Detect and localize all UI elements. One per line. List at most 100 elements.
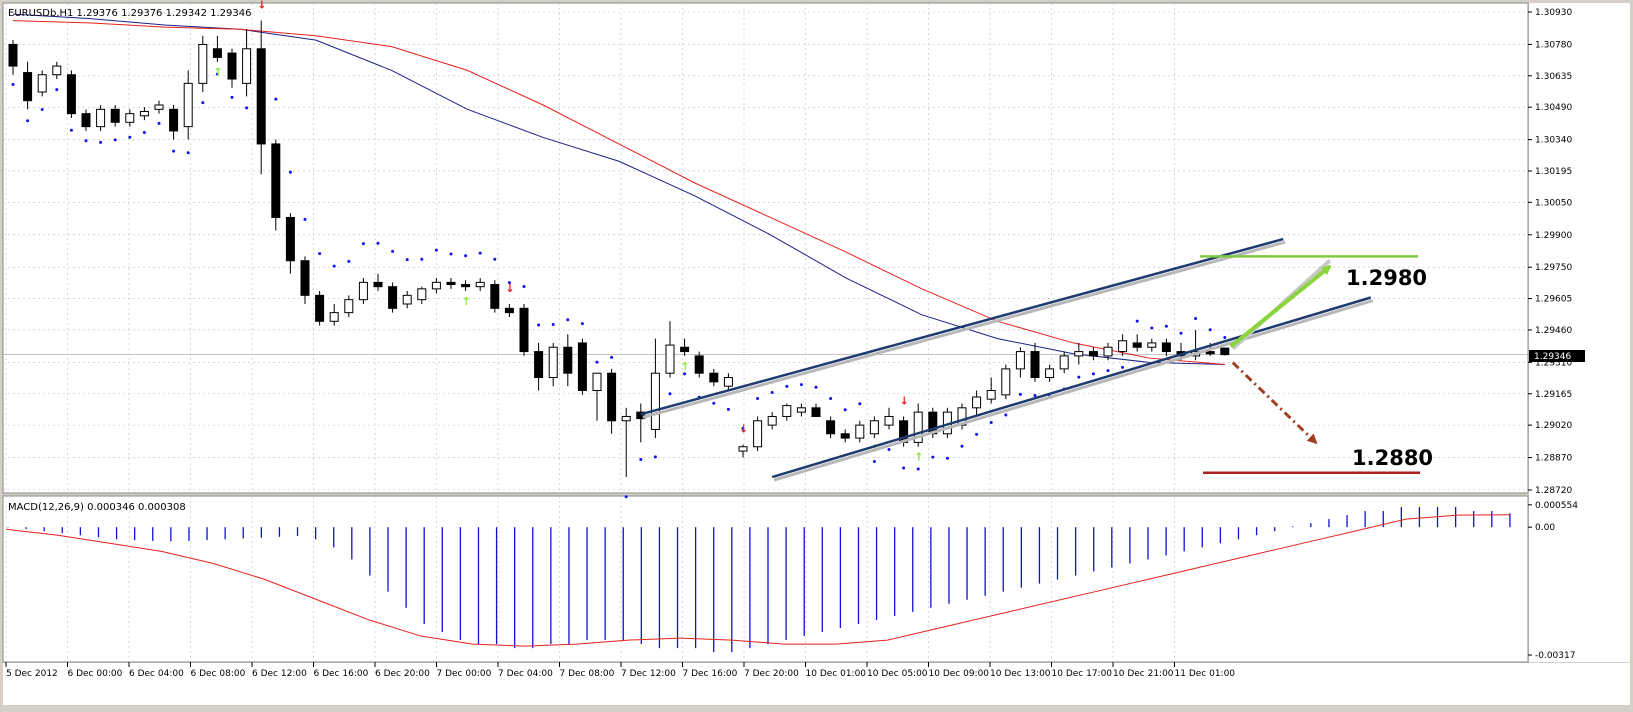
- candle-body[interactable]: [1147, 342, 1157, 348]
- sar-dot: [332, 264, 336, 268]
- candle-body[interactable]: [183, 82, 193, 128]
- candle-body[interactable]: [855, 424, 865, 439]
- candle-body[interactable]: [110, 108, 120, 123]
- candle-body[interactable]: [1030, 351, 1040, 379]
- candle-body[interactable]: [125, 113, 135, 123]
- candle-body[interactable]: [592, 372, 602, 392]
- candle-body[interactable]: [66, 74, 76, 115]
- sar-dot: [99, 140, 103, 144]
- candle-body[interactable]: [694, 355, 704, 374]
- signal-down-arrow: ↓: [739, 423, 748, 436]
- sar-dot: [55, 88, 59, 92]
- candle-body[interactable]: [227, 52, 237, 80]
- candle-body[interactable]: [1161, 342, 1171, 353]
- candle-body[interactable]: [1059, 355, 1069, 370]
- macd-panel[interactable]: [2, 495, 1529, 663]
- candle-body[interactable]: [37, 74, 47, 93]
- candle-body[interactable]: [446, 281, 456, 286]
- candle-body[interactable]: [869, 420, 879, 435]
- candle-body[interactable]: [139, 110, 149, 117]
- candle-body[interactable]: [1001, 368, 1011, 396]
- price-tick-label: 1.29165: [1535, 390, 1572, 400]
- projection-down-arrow: [1231, 361, 1318, 445]
- sar-dot: [668, 392, 672, 396]
- candle-body[interactable]: [621, 415, 631, 422]
- candle-body[interactable]: [242, 48, 252, 84]
- candle-body[interactable]: [388, 286, 398, 309]
- candle-body[interactable]: [1103, 346, 1113, 357]
- sar-dot: [843, 408, 847, 412]
- candle-body[interactable]: [96, 108, 106, 128]
- candle-body[interactable]: [548, 346, 558, 379]
- candle-body[interactable]: [607, 372, 617, 422]
- candle-body[interactable]: [198, 43, 208, 84]
- channel-upper-line[interactable]: [640, 237, 1284, 416]
- candle-body[interactable]: [577, 342, 587, 392]
- candle-body[interactable]: [461, 284, 471, 288]
- sar-dot: [303, 217, 307, 221]
- candle-body[interactable]: [271, 143, 281, 218]
- candle-body[interactable]: [1118, 340, 1128, 353]
- candle-body[interactable]: [8, 43, 18, 67]
- candle-body[interactable]: [1074, 351, 1084, 357]
- candle-body[interactable]: [154, 104, 164, 110]
- candle-body[interactable]: [402, 294, 412, 305]
- candle-body[interactable]: [329, 312, 339, 322]
- candle-body[interactable]: [315, 294, 325, 322]
- sar-dot: [84, 139, 88, 143]
- sar-dot: [376, 241, 380, 245]
- candle-body[interactable]: [285, 216, 295, 262]
- candle-body[interactable]: [796, 407, 806, 413]
- sar-dot: [172, 149, 176, 153]
- candle-body[interactable]: [913, 411, 923, 443]
- candle-body[interactable]: [1132, 342, 1142, 348]
- sar-dot: [26, 119, 30, 123]
- candle-body[interactable]: [884, 415, 894, 426]
- candle-body[interactable]: [52, 65, 62, 76]
- candle-body[interactable]: [1220, 347, 1230, 356]
- candle-body[interactable]: [534, 351, 544, 379]
- candle-body[interactable]: [23, 72, 33, 102]
- candle-body[interactable]: [169, 108, 179, 132]
- candle-body[interactable]: [753, 420, 763, 448]
- candle-body[interactable]: [519, 307, 529, 353]
- candle-body[interactable]: [709, 372, 719, 383]
- candle-body[interactable]: [417, 288, 427, 301]
- candle-body[interactable]: [840, 433, 850, 439]
- sar-dot: [551, 323, 555, 327]
- candle-body[interactable]: [358, 281, 368, 301]
- candle-body[interactable]: [723, 377, 733, 387]
- candle-body[interactable]: [256, 48, 266, 145]
- sar-dot: [186, 151, 190, 155]
- candle-body[interactable]: [1088, 351, 1098, 357]
- candle-body[interactable]: [373, 281, 383, 288]
- channel-lower-line[interactable]: [771, 296, 1372, 479]
- candle-body[interactable]: [782, 405, 792, 417]
- candle-body[interactable]: [680, 346, 690, 353]
- candle-body[interactable]: [504, 307, 514, 314]
- candle-body[interactable]: [665, 344, 675, 374]
- candle-body[interactable]: [81, 113, 91, 128]
- candle-body[interactable]: [563, 346, 573, 374]
- candle-body[interactable]: [1205, 351, 1215, 355]
- candle-body[interactable]: [738, 446, 748, 452]
- candle-body[interactable]: [650, 372, 660, 430]
- candle-body[interactable]: [767, 415, 777, 426]
- candle-body[interactable]: [972, 396, 982, 409]
- candle-body[interactable]: [344, 299, 354, 314]
- candle-body[interactable]: [212, 48, 222, 58]
- candle-body[interactable]: [1015, 351, 1025, 370]
- candle-body[interactable]: [431, 281, 441, 290]
- candle-body[interactable]: [811, 407, 821, 417]
- sar-dot: [595, 360, 599, 364]
- candle-body[interactable]: [490, 284, 500, 309]
- candle-body[interactable]: [1045, 368, 1055, 379]
- candle-body[interactable]: [986, 390, 996, 400]
- candle-body[interactable]: [300, 260, 310, 296]
- sar-dot: [945, 456, 949, 460]
- candle-body[interactable]: [826, 420, 836, 435]
- sar-dot: [1223, 336, 1227, 340]
- candle-body[interactable]: [475, 281, 485, 288]
- sar-dot: [887, 448, 891, 452]
